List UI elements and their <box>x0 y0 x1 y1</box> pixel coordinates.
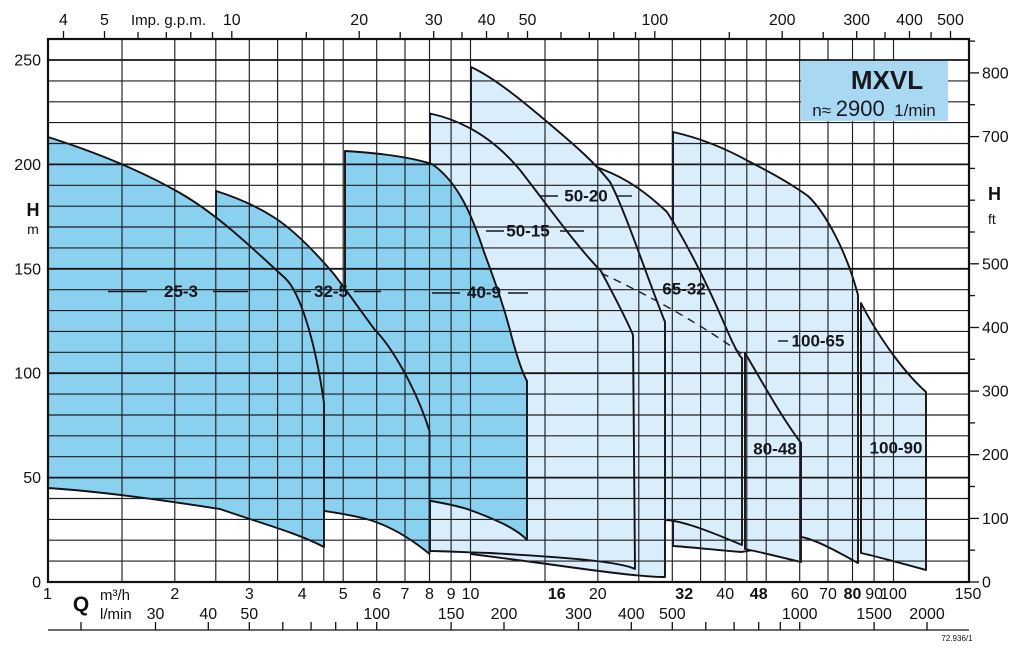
svg-text:4: 4 <box>59 12 68 29</box>
svg-text:700: 700 <box>982 129 1009 146</box>
svg-text:1000: 1000 <box>782 606 818 623</box>
svg-text:10: 10 <box>223 12 241 29</box>
svg-text:200: 200 <box>14 157 41 174</box>
svg-text:500: 500 <box>937 12 964 29</box>
svg-text:200: 200 <box>982 447 1009 464</box>
svg-text:100: 100 <box>363 606 390 623</box>
svg-text:300: 300 <box>565 606 592 623</box>
svg-text:Q: Q <box>73 593 89 616</box>
svg-text:1500: 1500 <box>856 606 892 623</box>
svg-text:400: 400 <box>896 12 923 29</box>
svg-text:n≈ 2900 1/min: n≈ 2900 1/min <box>812 96 936 121</box>
svg-text:300: 300 <box>843 12 870 29</box>
svg-text:25-3: 25-3 <box>164 282 198 301</box>
svg-text:H: H <box>27 200 40 220</box>
svg-text:9: 9 <box>447 586 456 603</box>
svg-text:300: 300 <box>982 384 1009 401</box>
svg-text:100: 100 <box>982 511 1009 528</box>
svg-text:Imp. g.p.m.: Imp. g.p.m. <box>131 12 206 29</box>
svg-text:65-32: 65-32 <box>662 280 705 299</box>
svg-text:50: 50 <box>519 12 537 29</box>
svg-text:72.936/1: 72.936/1 <box>941 634 973 643</box>
svg-text:30: 30 <box>147 606 165 623</box>
svg-text:100-90: 100-90 <box>870 439 923 458</box>
svg-text:10: 10 <box>462 586 480 603</box>
svg-text:2: 2 <box>170 586 179 603</box>
svg-text:50: 50 <box>240 606 258 623</box>
svg-text:5: 5 <box>339 586 348 603</box>
svg-text:80: 80 <box>844 586 862 603</box>
svg-text:H: H <box>988 184 1001 204</box>
svg-text:7: 7 <box>401 586 410 603</box>
svg-text:200: 200 <box>491 606 518 623</box>
svg-text:0: 0 <box>32 575 41 592</box>
svg-text:800: 800 <box>982 65 1009 82</box>
svg-text:50-15: 50-15 <box>506 222 549 241</box>
svg-text:150: 150 <box>955 586 982 603</box>
svg-text:30: 30 <box>425 12 443 29</box>
svg-text:50-20: 50-20 <box>564 187 607 206</box>
svg-text:ft: ft <box>988 211 996 227</box>
svg-text:5: 5 <box>100 12 109 29</box>
svg-text:8: 8 <box>425 586 434 603</box>
svg-text:32-5: 32-5 <box>314 282 348 301</box>
svg-text:40: 40 <box>199 606 217 623</box>
svg-text:80-48: 80-48 <box>753 440 796 459</box>
svg-text:4: 4 <box>298 586 307 603</box>
svg-text:48: 48 <box>750 586 768 603</box>
svg-text:40: 40 <box>478 12 496 29</box>
svg-text:90: 90 <box>865 586 883 603</box>
svg-text:6: 6 <box>372 586 381 603</box>
svg-text:100: 100 <box>880 586 907 603</box>
svg-text:400: 400 <box>982 320 1009 337</box>
svg-text:100: 100 <box>641 12 668 29</box>
svg-text:40: 40 <box>716 586 734 603</box>
svg-text:40-9: 40-9 <box>467 283 501 302</box>
svg-text:60: 60 <box>791 586 809 603</box>
svg-text:100: 100 <box>14 366 41 383</box>
svg-text:250: 250 <box>14 53 41 70</box>
svg-text:2000: 2000 <box>909 606 945 623</box>
svg-text:500: 500 <box>659 606 686 623</box>
svg-text:0: 0 <box>982 575 991 592</box>
svg-text:500: 500 <box>982 256 1009 273</box>
svg-text:m³/h: m³/h <box>100 587 130 604</box>
svg-text:400: 400 <box>618 606 645 623</box>
svg-text:m: m <box>27 221 39 237</box>
svg-text:32: 32 <box>675 586 693 603</box>
svg-text:20: 20 <box>589 586 607 603</box>
svg-text:1: 1 <box>43 586 52 603</box>
svg-text:l/min: l/min <box>100 606 132 623</box>
svg-text:70: 70 <box>819 586 837 603</box>
svg-text:150: 150 <box>14 261 41 278</box>
svg-text:16: 16 <box>548 586 566 603</box>
svg-text:3: 3 <box>245 586 254 603</box>
svg-text:50: 50 <box>23 470 41 487</box>
svg-text:MXVL: MXVL <box>851 65 923 95</box>
svg-text:100-65: 100-65 <box>792 332 845 351</box>
svg-text:150: 150 <box>438 606 465 623</box>
svg-text:200: 200 <box>769 12 796 29</box>
svg-text:20: 20 <box>350 12 368 29</box>
